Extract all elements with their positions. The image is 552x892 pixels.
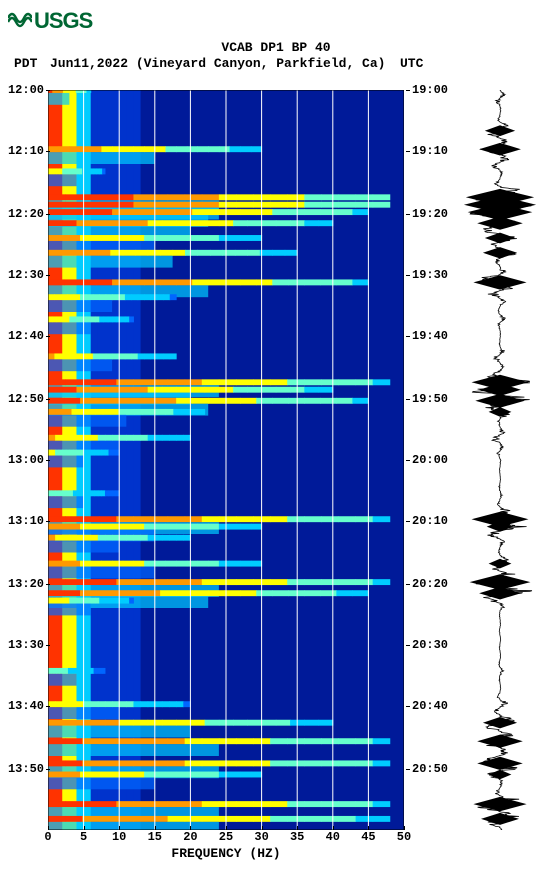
y-left-tick: 12:00 [8,83,44,97]
pdt-label: PDT [14,56,37,71]
y-axis-right: 19:0019:1019:2019:3019:4019:5020:0020:10… [406,90,452,830]
x-tick: 20 [183,830,197,844]
x-axis-label: FREQUENCY (HZ) [48,846,404,861]
usgs-wave-icon [8,8,32,34]
y-right-tick: 20:40 [412,699,448,713]
y-right-tick: 19:30 [412,268,448,282]
usgs-logo: USGS [8,8,92,34]
x-tick: 0 [44,830,51,844]
y-right-tick: 20:30 [412,638,448,652]
y-left-tick: 12:20 [8,207,44,221]
y-right-tick: 19:50 [412,392,448,406]
spectrogram-canvas [48,90,404,830]
seismogram-plot [460,90,540,830]
x-tick: 35 [290,830,304,844]
y-right-tick: 19:00 [412,83,448,97]
y-right-tick: 20:20 [412,577,448,591]
x-tick: 40 [326,830,340,844]
y-right-tick: 19:40 [412,329,448,343]
x-tick: 5 [80,830,87,844]
y-left-tick: 13:50 [8,762,44,776]
y-right-tick: 20:00 [412,453,448,467]
y-right-tick: 20:50 [412,762,448,776]
y-left-tick: 12:50 [8,392,44,406]
y-left-tick: 13:30 [8,638,44,652]
x-tick: 50 [397,830,411,844]
chart-title: VCAB DP1 BP 40 [0,40,552,55]
y-right-tick: 19:20 [412,207,448,221]
seismogram-canvas [460,90,540,830]
x-tick: 10 [112,830,126,844]
usgs-text: USGS [34,8,92,33]
y-left-tick: 13:00 [8,453,44,467]
y-left-tick: 12:10 [8,144,44,158]
x-tick: 25 [219,830,233,844]
y-left-tick: 12:40 [8,329,44,343]
y-left-tick: 13:10 [8,514,44,528]
y-left-tick: 12:30 [8,268,44,282]
y-left-tick: 13:40 [8,699,44,713]
y-left-tick: 13:20 [8,577,44,591]
x-tick: 45 [361,830,375,844]
x-tick: 30 [254,830,268,844]
x-tick: 15 [148,830,162,844]
y-right-tick: 19:10 [412,144,448,158]
utc-label: UTC [400,56,423,71]
y-right-tick: 20:10 [412,514,448,528]
date-location: Jun11,2022 (Vineyard Canyon, Parkfield, … [50,56,385,71]
y-axis-left: 12:0012:1012:2012:3012:4012:5013:0013:10… [0,90,46,830]
spectrogram-plot [48,90,404,830]
